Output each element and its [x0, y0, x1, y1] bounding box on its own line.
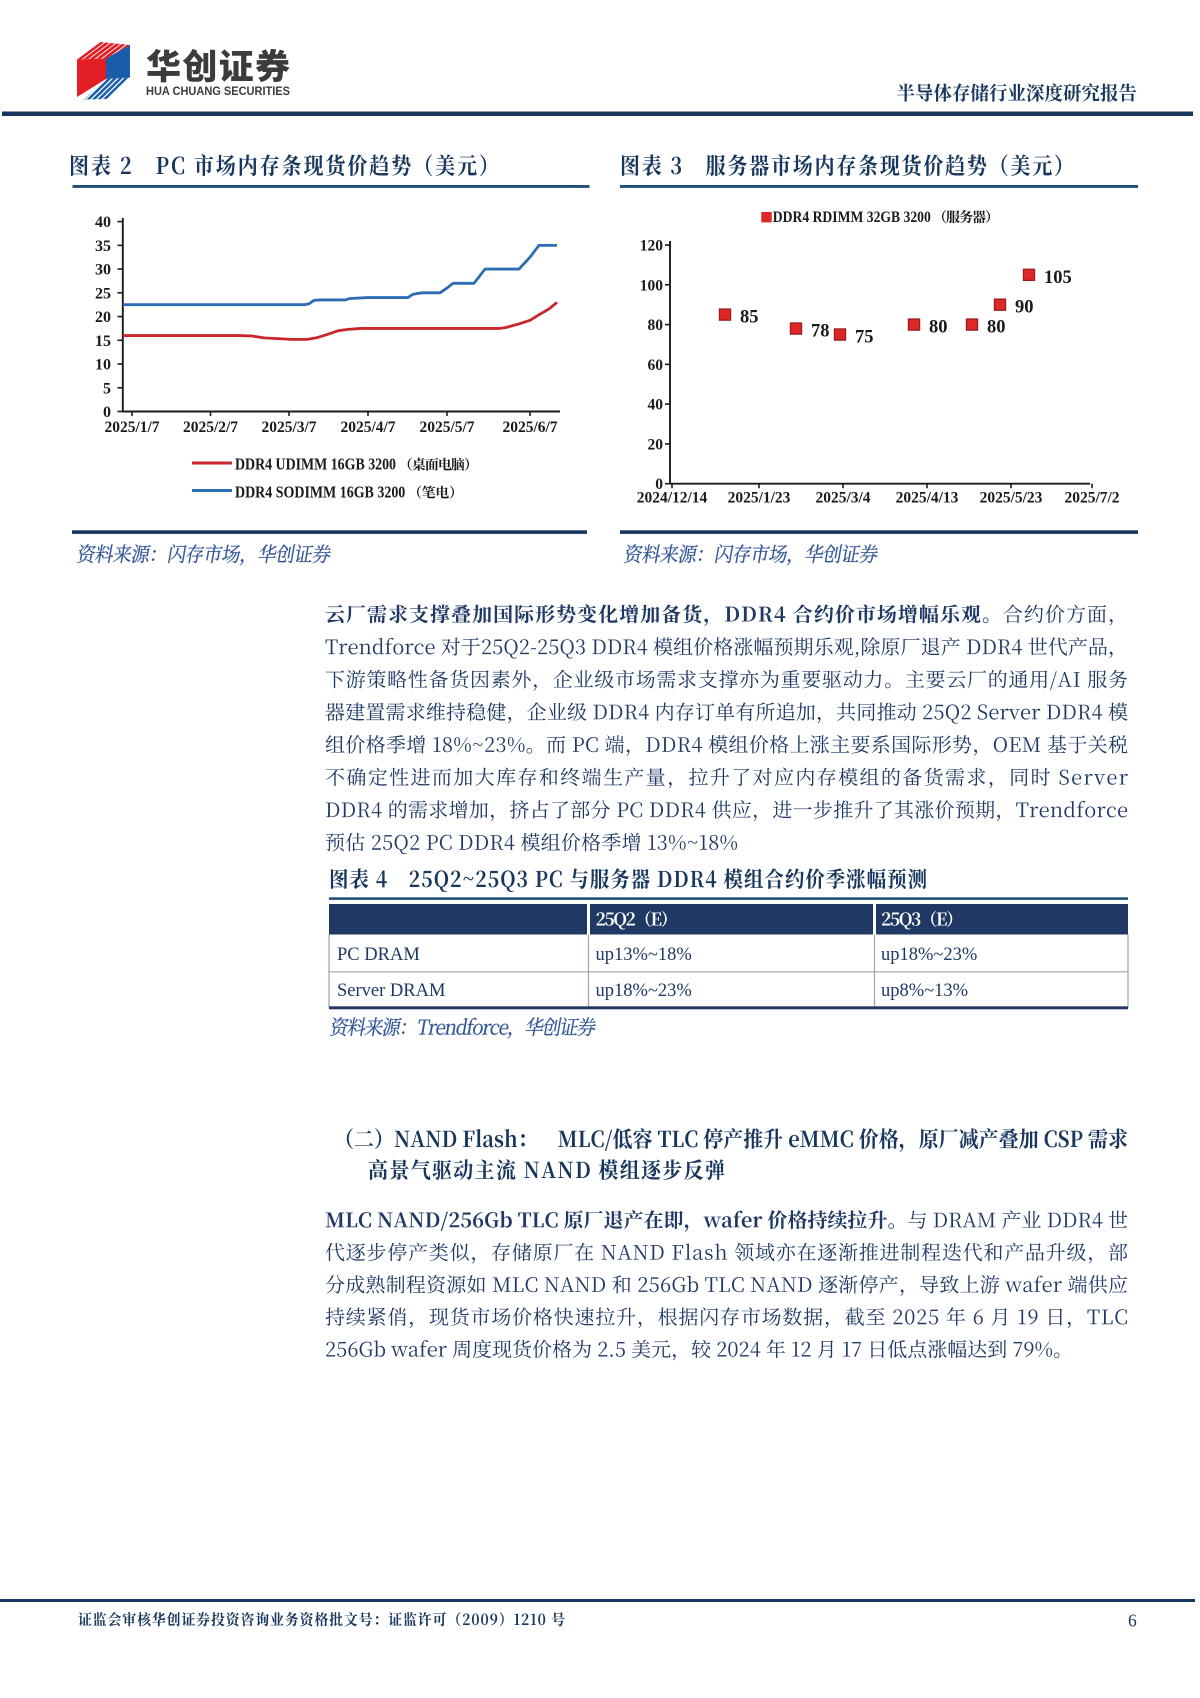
- svg-text:80: 80: [648, 317, 664, 334]
- svg-text:0: 0: [103, 404, 111, 421]
- svg-text:100: 100: [640, 277, 664, 294]
- svg-text:5: 5: [103, 380, 111, 397]
- svg-text:HUA CHUANG SECURITIES: HUA CHUANG SECURITIES: [146, 86, 290, 98]
- svg-text:up18%~23%: up18%~23%: [596, 981, 692, 1001]
- svg-text:90: 90: [1015, 298, 1034, 318]
- svg-text:Server DRAM: Server DRAM: [337, 981, 445, 1001]
- svg-text:PC DRAM: PC DRAM: [337, 945, 420, 965]
- svg-text:60: 60: [648, 357, 664, 374]
- svg-text:6: 6: [1128, 1611, 1137, 1631]
- svg-text:DDR4 UDIMM 16GB 3200: DDR4 UDIMM 16GB 3200: [235, 455, 396, 474]
- svg-text:30: 30: [95, 262, 111, 279]
- svg-text:25: 25: [95, 285, 111, 302]
- svg-text:10: 10: [95, 357, 111, 374]
- svg-text:2025/4/7: 2025/4/7: [340, 419, 395, 436]
- svg-text:DDR4 SODIMM 16GB 3200: DDR4 SODIMM 16GB 3200: [235, 483, 405, 502]
- svg-text:2025/6/7: 2025/6/7: [502, 419, 557, 436]
- svg-text:40: 40: [95, 214, 111, 231]
- svg-text:2025/7/2: 2025/7/2: [1064, 490, 1119, 507]
- svg-text:up13%~18%: up13%~18%: [596, 945, 692, 965]
- svg-text:15: 15: [95, 333, 111, 350]
- svg-text:2025/5/23: 2025/5/23: [980, 490, 1043, 507]
- svg-text:0: 0: [655, 476, 663, 493]
- svg-text:80: 80: [929, 318, 948, 338]
- svg-text:105: 105: [1044, 268, 1072, 288]
- svg-text:2025/3/4: 2025/3/4: [815, 490, 870, 507]
- svg-text:2025/4/13: 2025/4/13: [896, 490, 959, 507]
- svg-text:up18%~23%: up18%~23%: [881, 945, 977, 965]
- svg-text:20: 20: [95, 309, 111, 326]
- svg-text:up8%~13%: up8%~13%: [881, 981, 968, 1001]
- svg-text:2025/1/7: 2025/1/7: [104, 419, 159, 436]
- svg-text:85: 85: [740, 308, 759, 328]
- svg-text:2025/3/7: 2025/3/7: [261, 419, 316, 436]
- svg-text:75: 75: [855, 328, 874, 348]
- svg-text:DDR4 RDIMM 32GB 3200: DDR4 RDIMM 32GB 3200: [773, 209, 931, 226]
- svg-text:2025/2/7: 2025/2/7: [183, 419, 238, 436]
- svg-text:78: 78: [811, 322, 830, 342]
- svg-text:80: 80: [987, 318, 1006, 338]
- svg-text:2025/1/23: 2025/1/23: [728, 490, 791, 507]
- svg-text:35: 35: [95, 238, 111, 255]
- svg-text:120: 120: [640, 238, 664, 255]
- svg-text:2025/5/7: 2025/5/7: [419, 419, 474, 436]
- svg-text:20: 20: [648, 436, 664, 453]
- svg-text:40: 40: [648, 397, 664, 414]
- svg-text:2024/12/14: 2024/12/14: [637, 490, 708, 507]
